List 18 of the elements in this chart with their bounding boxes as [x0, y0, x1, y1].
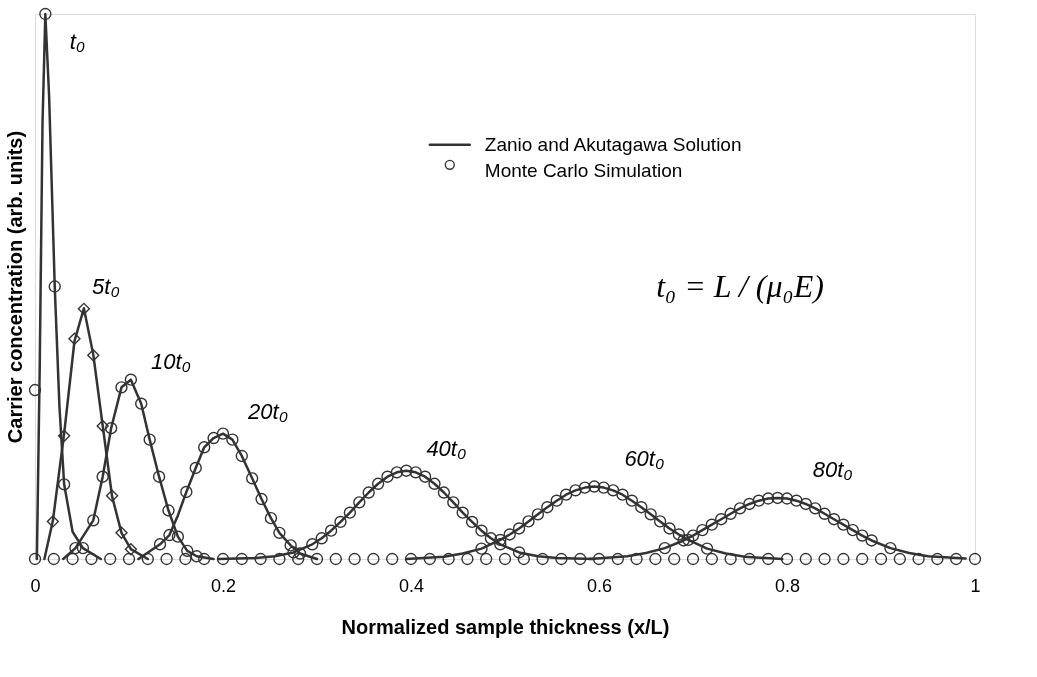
annotation: t₀ — [69, 29, 86, 54]
x-tick-label: 0 — [30, 575, 41, 596]
x-axis-title: Normalized sample thickness (x/L) — [341, 615, 670, 638]
annotation: t₀ = L / (μ₀E) — [656, 267, 824, 304]
x-tick-label: 1 — [970, 575, 981, 596]
x-tick-label: 0.2 — [210, 575, 237, 596]
x-tick-label: 0.8 — [774, 575, 801, 596]
legend-label: Zanio and Akutagawa Solution — [484, 133, 742, 155]
annotation: 5t₀ — [92, 273, 120, 299]
annotation: 20t₀ — [247, 398, 288, 424]
y-axis-title: Carrier concentration (arb. units) — [3, 130, 26, 444]
annotation: 10t₀ — [150, 348, 191, 374]
legend-label: Monte Carlo Simulation — [484, 159, 683, 181]
x-tick-label: 0.6 — [586, 575, 613, 596]
annotation: 60t₀ — [624, 445, 665, 471]
annotation: 80t₀ — [812, 456, 853, 482]
x-tick-label: 0.4 — [398, 575, 425, 596]
annotation: 40t₀ — [426, 435, 467, 461]
